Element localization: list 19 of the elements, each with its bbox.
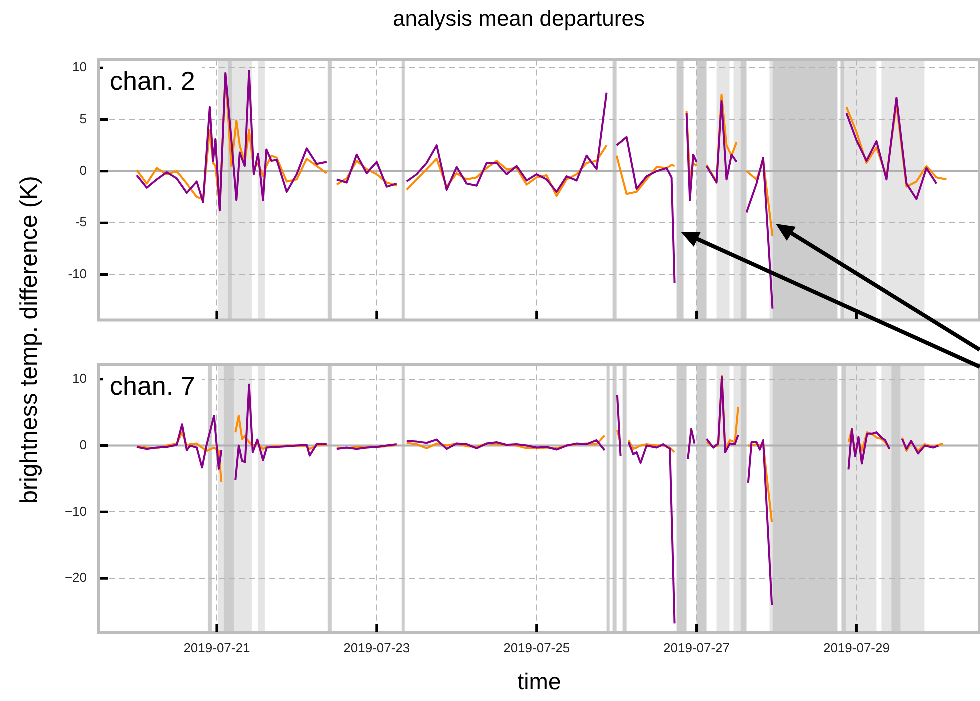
x-tick-label: 2019-07-25 xyxy=(504,640,570,656)
x-tick-label: 2019-07-27 xyxy=(664,640,730,656)
y-tick-label: 0 xyxy=(80,162,87,178)
y-tick-label: −20 xyxy=(64,570,87,586)
chart-title: analysis mean departures xyxy=(392,6,646,32)
annotation: chan. 2 xyxy=(110,66,196,96)
x-axis-title: time xyxy=(518,668,562,695)
y-tick-label: -10 xyxy=(68,266,87,282)
y-tick-label: −10 xyxy=(64,504,87,519)
x-tick-label: 2019-07-23 xyxy=(344,640,410,656)
y-axis-title: brightness temp. difference (K) xyxy=(15,175,44,506)
y-tick-label: 0 xyxy=(80,437,87,452)
y-tick-label: -5 xyxy=(75,214,87,230)
x-tick-label: 2019-07-21 xyxy=(184,640,250,656)
y-tick-label: 10 xyxy=(72,370,87,386)
y-tick-label: 10 xyxy=(72,60,87,75)
annotation: chan. 7 xyxy=(110,370,196,401)
y-tick-label: 5 xyxy=(80,111,87,126)
x-tick-label: 2019-07-29 xyxy=(823,640,890,656)
